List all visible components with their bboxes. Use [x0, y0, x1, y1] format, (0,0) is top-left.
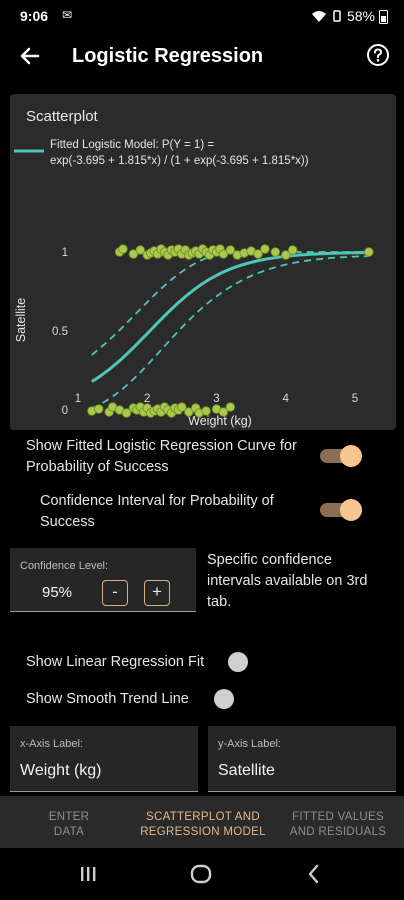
- smooth-trend-label: Show Smooth Trend Line: [26, 691, 189, 707]
- bottom-tabs: ENTER DATA SCATTERPLOT AND REGRESSION MO…: [0, 796, 404, 848]
- tab-enter-data[interactable]: ENTER DATA: [34, 810, 104, 840]
- data-point: [218, 249, 229, 259]
- data-point: [128, 249, 139, 259]
- data-point: [260, 244, 270, 254]
- x-axis-label-value: Weight (kg): [20, 762, 102, 779]
- content-area[interactable]: Scatterplot Fitted Logistic Model: P(Y =…: [0, 82, 404, 796]
- fitted-curve: [91, 251, 369, 383]
- tab-label-line1: ENTER: [48, 811, 90, 823]
- scatterplot-chart: Fitted Logistic Model: P(Y = 1) = exp(-3…: [14, 139, 374, 428]
- back-arrow-icon[interactable]: [16, 42, 44, 70]
- home-icon[interactable]: [189, 862, 213, 886]
- linear-fit-toggle[interactable]: [228, 652, 248, 672]
- show-curve-label: Show Fitted Logistic Regression Curve fo…: [26, 438, 297, 475]
- tab-label-line2: AND RESIDUALS: [289, 826, 387, 838]
- help-icon[interactable]: [366, 43, 390, 67]
- data-point: [201, 406, 211, 416]
- linear-fit-label: Show Linear Regression Fit: [26, 654, 205, 670]
- data-point: [121, 408, 132, 418]
- tab-scatterplot[interactable]: SCATTERPLOT AND REGRESSION MODEL: [132, 810, 274, 840]
- y-tick-label: 0.5: [52, 326, 68, 338]
- tab-fitted-values[interactable]: FITTED VALUES AND RESIDUALS: [282, 810, 394, 840]
- x-tick-label: 1: [75, 393, 81, 405]
- back-icon[interactable]: [302, 862, 326, 886]
- data-point: [118, 244, 128, 254]
- smooth-trend-toggle[interactable]: [214, 689, 234, 709]
- y-axis-label-field[interactable]: y-Axis Label: Satellite: [208, 726, 396, 792]
- y-axis-label-caption: y-Axis Label:: [218, 738, 281, 750]
- data-point: [225, 245, 236, 255]
- system-nav-bar: [0, 848, 404, 900]
- data-point: [184, 407, 194, 417]
- battery-icon: [379, 9, 388, 24]
- legend-line-2: exp(-3.695 + 1.815*x) / (1 + exp(-3.695 …: [50, 155, 309, 167]
- data-point: [135, 245, 146, 255]
- conf-interval-label: Confidence Interval for Probability of S…: [40, 493, 274, 530]
- status-time: 9:06: [20, 8, 49, 24]
- x-tick-label: 4: [283, 393, 290, 405]
- page-title: Logistic Regression: [72, 45, 264, 67]
- data-point: [177, 402, 187, 412]
- x-tick-label: 3: [213, 393, 219, 405]
- scatterplot-card: Scatterplot Fitted Logistic Model: P(Y =…: [10, 94, 396, 430]
- y-tick-label: 1: [62, 247, 68, 259]
- data-point: [364, 247, 374, 257]
- data-point: [270, 247, 281, 257]
- x-axis-label-field[interactable]: x-Axis Label: Weight (kg): [10, 726, 198, 792]
- status-bar: 9:06 ✉ 58%: [0, 0, 404, 32]
- x-axis-title: Weight (kg): [188, 414, 252, 428]
- tab-label-line1: SCATTERPLOT AND: [146, 811, 260, 823]
- conf-interval-toggle[interactable]: [320, 499, 362, 521]
- y-tick-label: 0: [62, 405, 68, 417]
- x-tick-label: 5: [352, 393, 358, 405]
- increase-button[interactable]: +: [144, 580, 170, 606]
- y-axis-label-value: Satellite: [218, 762, 275, 779]
- card-title: Scatterplot: [26, 108, 98, 125]
- confidence-level-field: Confidence Level: 95% - +: [10, 548, 196, 612]
- ci-upper-line: [91, 251, 369, 356]
- y-axis-title: Satellite: [14, 298, 28, 343]
- data-point: [287, 245, 298, 255]
- tab-label-line2: DATA: [53, 826, 85, 838]
- conf-note: Specific confidence intervals available …: [207, 552, 368, 610]
- conf-level-label: Confidence Level:: [20, 560, 109, 572]
- mail-icon: ✉: [62, 8, 73, 22]
- conf-level-value: 95%: [42, 584, 73, 601]
- legend-line-1: Fitted Logistic Model: P(Y = 1) =: [50, 139, 214, 151]
- data-point: [281, 250, 291, 260]
- data-point: [218, 407, 229, 417]
- tab-label-line1: FITTED VALUES: [292, 811, 384, 823]
- status-icons: 58%: [311, 8, 388, 24]
- ci-lower-line: [91, 255, 369, 410]
- show-curve-toggle[interactable]: [320, 445, 362, 467]
- app-bar: Logistic Regression: [0, 32, 404, 82]
- x-axis-label-caption: x-Axis Label:: [20, 738, 83, 750]
- battery-percent: 58%: [346, 8, 375, 24]
- decrease-button[interactable]: -: [102, 580, 128, 606]
- x-tick-label: 2: [144, 393, 150, 405]
- data-point: [94, 404, 104, 414]
- toggle-knob: [340, 445, 362, 467]
- toggle-knob: [340, 499, 362, 521]
- wifi-icon: [311, 11, 326, 22]
- data-point: [225, 402, 236, 412]
- tab-label-line2: REGRESSION MODEL: [140, 826, 266, 838]
- vibrate-icon: [333, 10, 341, 22]
- data-point: [253, 249, 263, 259]
- recents-icon[interactable]: [76, 862, 100, 886]
